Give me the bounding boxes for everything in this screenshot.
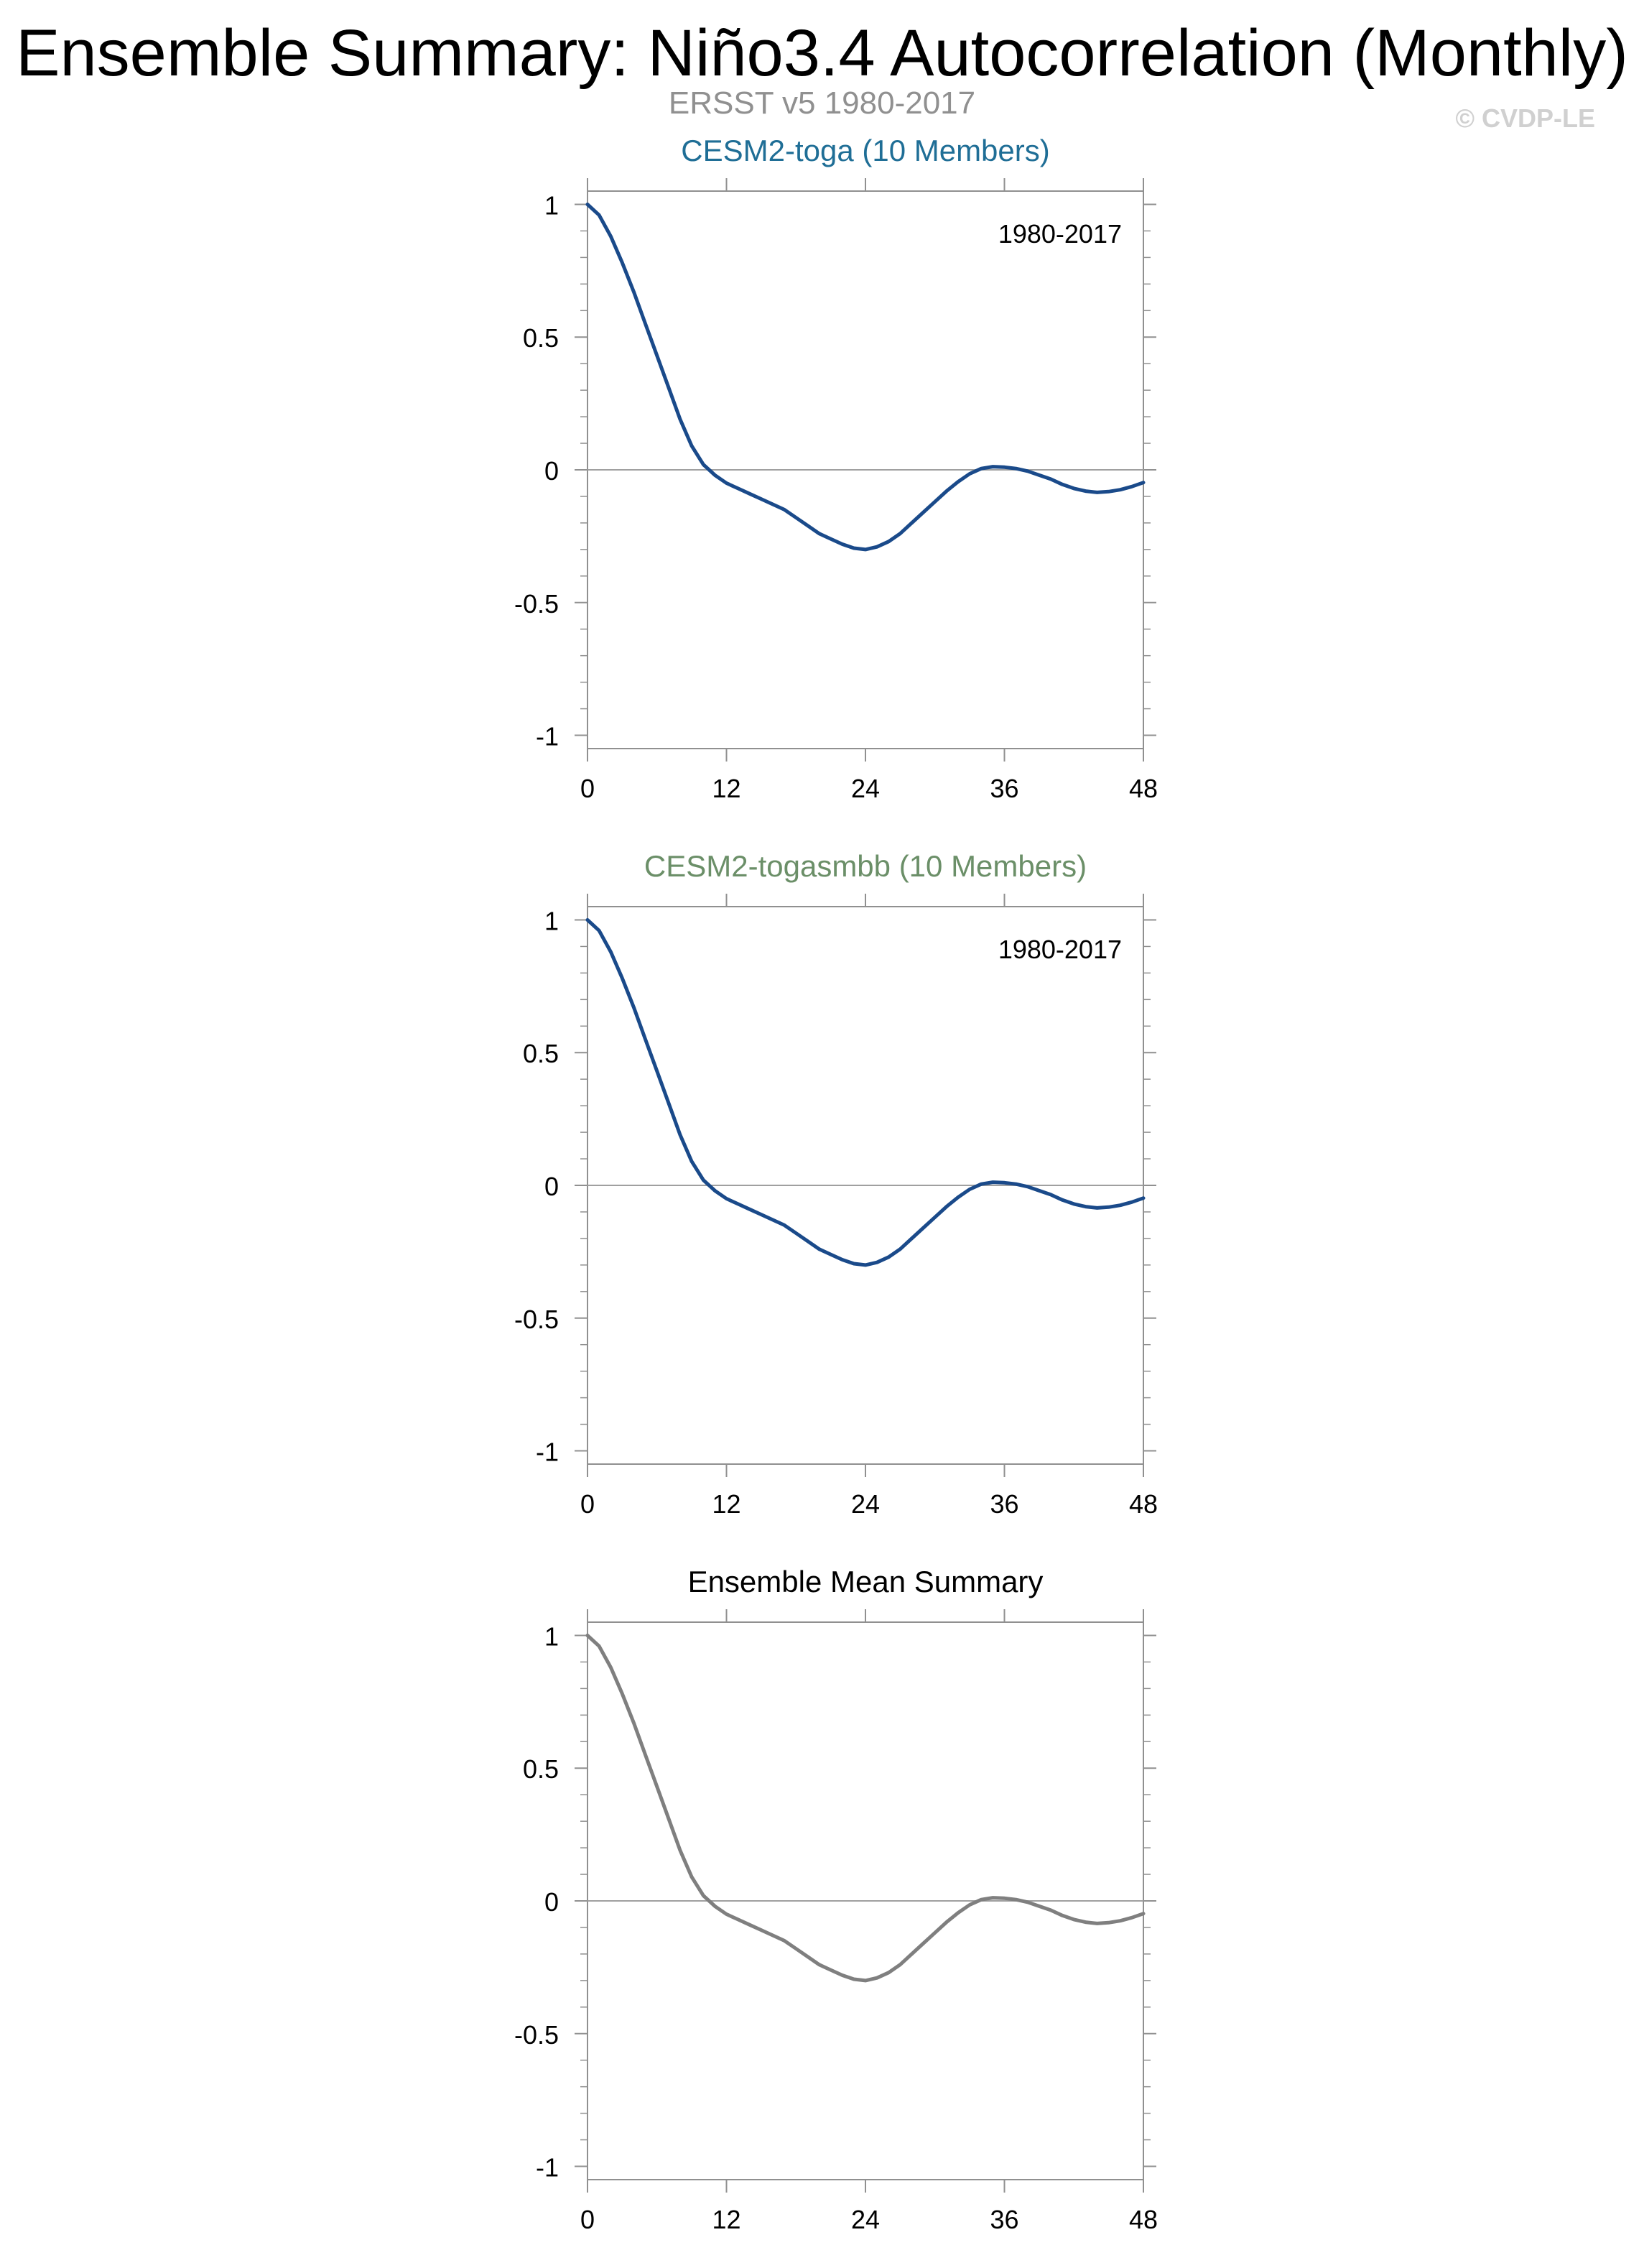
copyright-label: © CVDP-LE: [1455, 103, 1595, 133]
y-tick-label: 1: [544, 906, 559, 935]
period-annotation: 1980-2017: [998, 219, 1122, 249]
y-tick-label: -1: [536, 722, 559, 751]
x-tick-label: 48: [1129, 2205, 1158, 2234]
autocorrelation-line: [585, 203, 1146, 552]
autocorrelation-line: [585, 1634, 1146, 1983]
x-tick-label: 0: [580, 2205, 595, 2234]
y-tick-label: 1: [544, 1621, 559, 1651]
x-tick-label: 24: [851, 1489, 880, 1519]
x-tick-label: 36: [990, 774, 1018, 803]
page-title: Ensemble Summary: Niño3.4 Autocorrelatio…: [16, 17, 1628, 90]
autocorrelation-line: [585, 918, 1146, 1267]
chart-title: CESM2-togasmbb (10 Members): [644, 849, 1087, 883]
page-subtitle: ERSST v5 1980-2017: [668, 85, 976, 121]
period-annotation: 1980-2017: [998, 935, 1122, 964]
y-tick-label: -1: [536, 2153, 559, 2183]
x-tick-label: 12: [712, 1489, 740, 1519]
y-tick-label: 0.5: [523, 1754, 559, 1784]
chart-panel-2: CESM2-togasmbb (10 Members) -1 -0.5 0 0.5 1 0 1…: [514, 849, 1158, 1519]
y-tick-label: -0.5: [514, 589, 559, 619]
x-tick-label: 0: [580, 774, 595, 803]
y-tick-label: 0: [544, 1887, 559, 1917]
y-tick-label: 0: [544, 456, 559, 486]
x-tick-label: 36: [990, 2205, 1018, 2234]
y-tick-label: 0.5: [523, 1039, 559, 1068]
y-tick-label: 0: [544, 1172, 559, 1201]
x-tick-label: 12: [712, 2205, 740, 2234]
x-tick-label: 36: [990, 1489, 1018, 1519]
x-tick-label: 48: [1129, 1489, 1158, 1519]
y-tick-label: -0.5: [514, 1305, 559, 1334]
y-tick-label: 0.5: [523, 323, 559, 353]
x-tick-label: 48: [1129, 774, 1158, 803]
y-tick-label: -1: [536, 1438, 559, 1467]
y-tick-label: 1: [544, 190, 559, 220]
x-tick-label: 24: [851, 774, 880, 803]
chart-panel-3: Ensemble Mean Summary -1 -0.5 0 0.5 1 0 12 24 36 4…: [514, 1565, 1158, 2234]
chart-title: CESM2-toga (10 Members): [681, 134, 1050, 167]
y-tick-label: -0.5: [514, 2020, 559, 2050]
x-tick-label: 12: [712, 774, 740, 803]
x-tick-label: 0: [580, 1489, 595, 1519]
x-tick-label: 24: [851, 2205, 880, 2234]
chart-title: Ensemble Mean Summary: [688, 1565, 1044, 1598]
chart-panel-1: CESM2-toga (10 Members) -1 -0.5 0 0.5 1 0 12 24 3…: [514, 134, 1158, 803]
